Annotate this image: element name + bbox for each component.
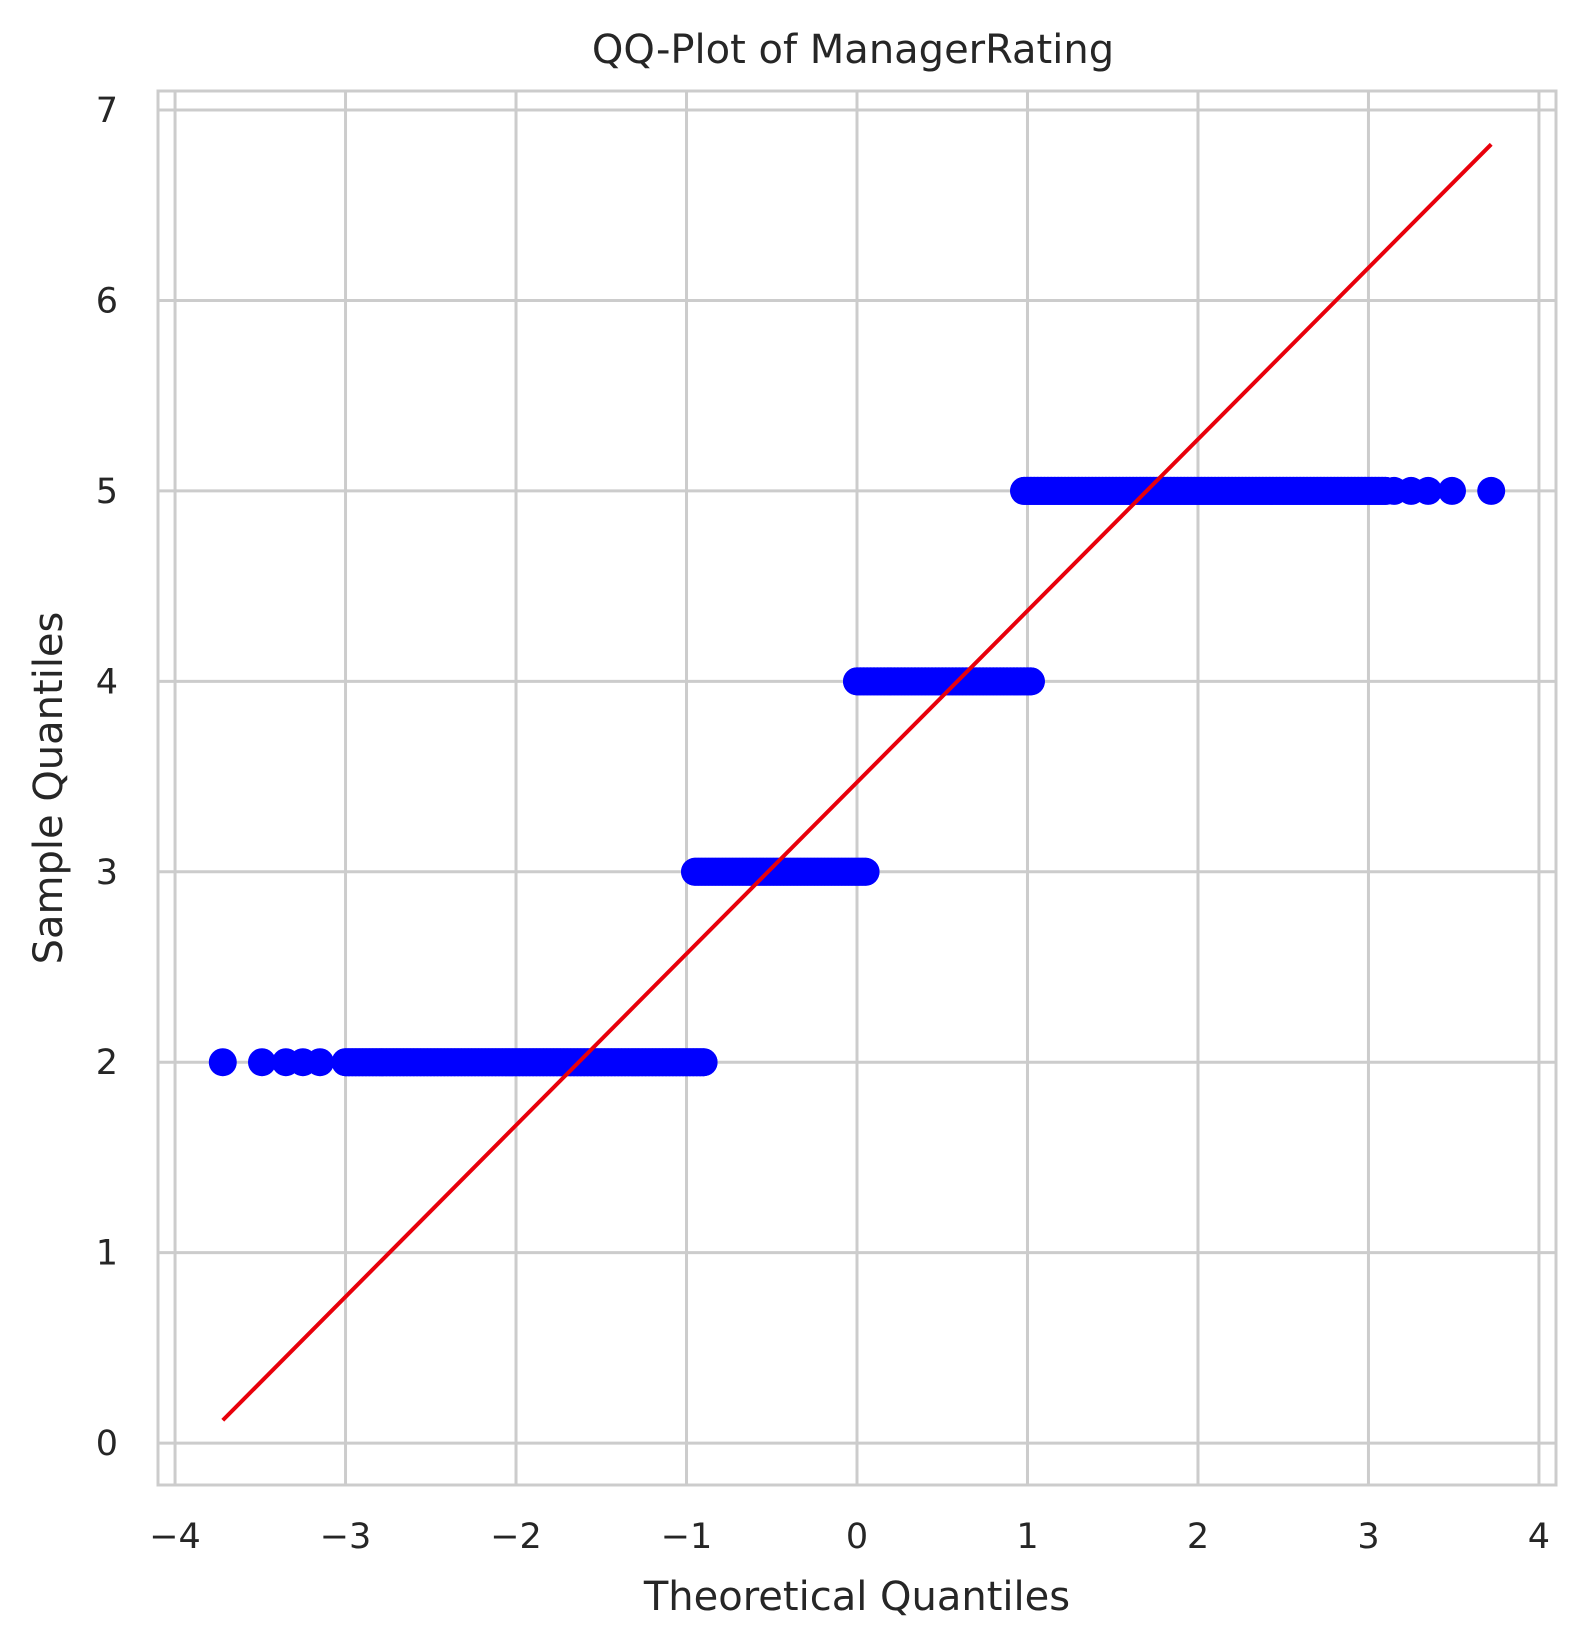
data-point xyxy=(208,1048,237,1077)
data-point xyxy=(1477,476,1506,505)
data-point xyxy=(305,1048,334,1077)
data-point xyxy=(1438,476,1467,505)
y-tick-labels: 0 1 2 3 4 5 6 7 xyxy=(96,91,118,1464)
x-tick-label: −1 xyxy=(661,1517,713,1557)
data-point xyxy=(1414,476,1443,505)
chart-title: QQ-Plot of ManagerRating xyxy=(592,27,1114,73)
data-point xyxy=(689,1048,718,1077)
x-axis-title: Theoretical Quantiles xyxy=(643,1574,1070,1620)
x-tick-label: 2 xyxy=(1187,1517,1209,1557)
data-point xyxy=(851,857,880,886)
y-tick-label: 4 xyxy=(96,662,118,702)
x-tick-label: −3 xyxy=(320,1517,372,1557)
data-point xyxy=(1016,667,1045,696)
x-tick-label: −2 xyxy=(490,1517,542,1557)
y-tick-label: 7 xyxy=(96,91,118,131)
x-tick-label: 3 xyxy=(1357,1517,1379,1557)
y-tick-label: 5 xyxy=(96,472,118,512)
x-tick-labels: −4 −3 −2 −1 0 1 2 3 4 xyxy=(149,1517,1550,1557)
reference-line-group xyxy=(221,142,1493,1422)
x-tick-label: −4 xyxy=(149,1517,201,1557)
y-axis-title: Sample Quantiles xyxy=(26,612,72,965)
plot-frame xyxy=(156,89,1558,1487)
x-tick-label: 0 xyxy=(846,1517,868,1557)
x-tick-label: 4 xyxy=(1528,1517,1550,1557)
reference-line xyxy=(221,142,1493,1422)
y-tick-label: 0 xyxy=(96,1424,118,1464)
y-tick-label: 3 xyxy=(96,853,118,893)
x-tick-label: 1 xyxy=(1016,1517,1038,1557)
data-point xyxy=(247,1048,276,1077)
y-tick-label: 1 xyxy=(96,1234,118,1274)
sample-points xyxy=(208,476,1506,1077)
y-tick-label: 2 xyxy=(96,1043,118,1083)
y-tick-label: 6 xyxy=(96,281,118,321)
